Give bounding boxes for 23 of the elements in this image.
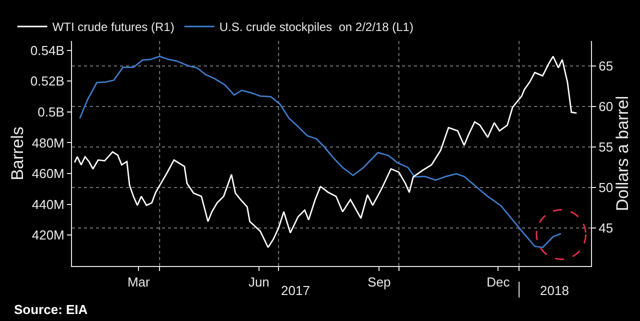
legend-label: U.S. crude stockpiles on 2/2/18 (L1) [219,20,414,34]
x-tick-label: Jun [248,274,270,290]
y-tick-label: 440M [32,196,64,212]
legend-label: WTI crude futures (R1) [52,20,174,34]
y-tick-label: 0.52B [30,74,64,89]
y2-tick-label: 45 [598,220,614,236]
y-tick-label: 480M [32,135,64,150]
y2-tick-label: 60 [598,99,614,114]
y2-tick-label: 50 [598,180,614,196]
y-tick-label: 0.54B [30,42,64,58]
x-tick-label: Dec [486,274,510,290]
y-tick-label: 460M [32,166,64,182]
y-tick-label: 420M [32,228,64,243]
text: 2017 [281,283,310,298]
source-note: Source: EIA [14,302,88,317]
text: 2018 [540,283,569,298]
y-axis-title: Barrels [8,126,27,180]
y2-tick-label: 55 [598,140,614,155]
x-tick-label: Mar [127,274,151,290]
y2-tick-label: 65 [598,58,614,74]
x-tick-label: Sep [368,274,391,290]
y-tick-label: 0.5B [38,104,64,120]
y2-axis-title: Dollars a barrel [613,96,632,212]
